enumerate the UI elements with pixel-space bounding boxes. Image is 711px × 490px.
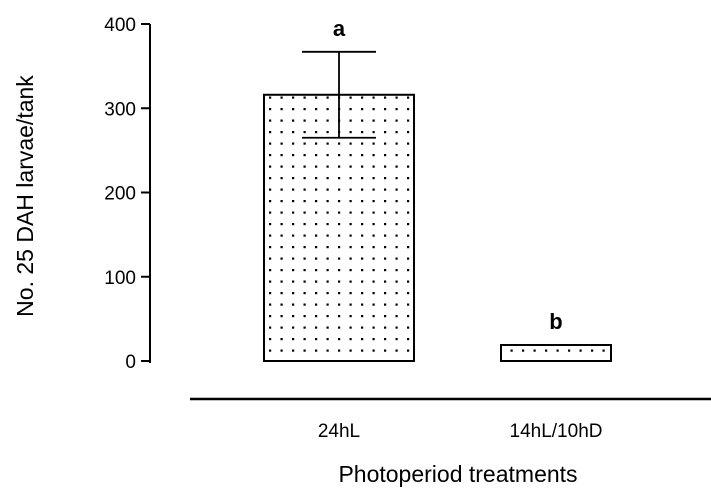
significance-letter: b xyxy=(549,309,562,334)
category-label: 14hL/10hD xyxy=(510,421,603,442)
y-axis: 0 100 200 300 400 xyxy=(104,15,151,373)
y-tick-label: 200 xyxy=(104,184,136,205)
y-tick-label: 0 xyxy=(125,352,136,373)
significance-letter: a xyxy=(333,16,346,41)
y-tick-label: 300 xyxy=(104,99,136,120)
error-bars xyxy=(302,50,376,139)
category-label: 24hL xyxy=(318,421,360,442)
x-axis-title: Photoperiod treatments xyxy=(338,461,577,487)
category-labels: 24hL 14hL/10hD xyxy=(318,421,603,442)
bar-14hL/10hD xyxy=(500,343,612,362)
y-tick-label: 400 xyxy=(104,15,136,36)
bars xyxy=(263,93,612,363)
y-tick-label: 100 xyxy=(104,268,136,289)
bar-24hL xyxy=(263,93,415,363)
y-axis-title: No. 25 DAH larvae/tank xyxy=(12,75,38,317)
significance-labels: ab xyxy=(333,16,563,334)
